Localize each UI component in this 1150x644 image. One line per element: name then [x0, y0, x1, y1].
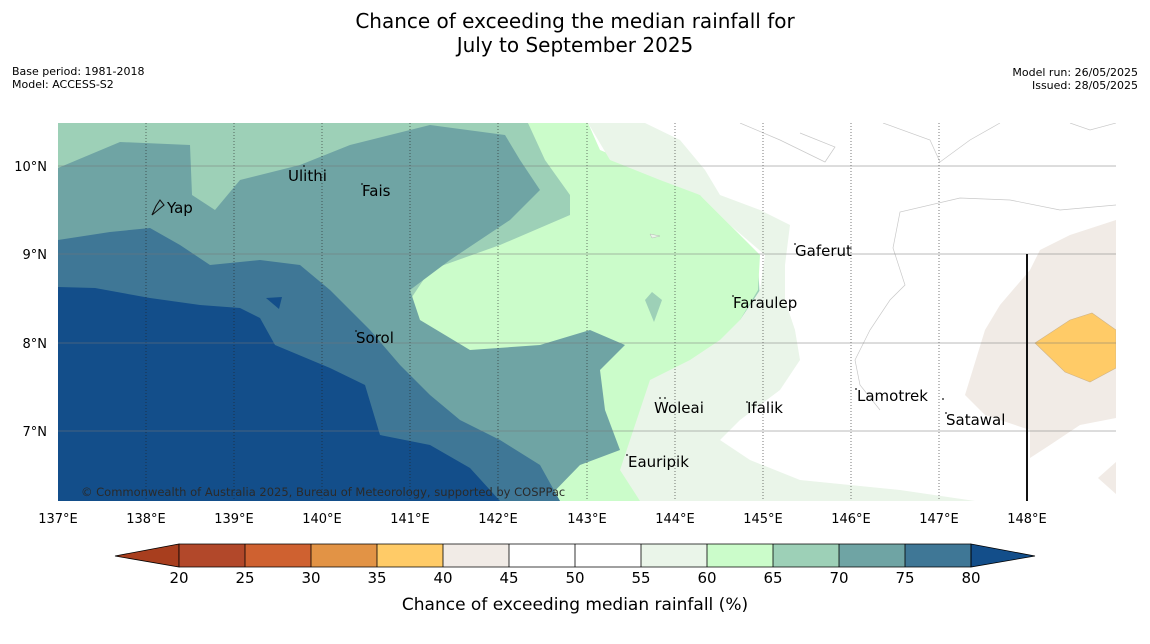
island-dots	[303, 165, 947, 456]
contour-80-plus-patch	[266, 297, 282, 309]
place-label-yap: Yap	[166, 199, 193, 217]
colorbar-tick: 50	[565, 569, 584, 587]
base-period: Base period: 1981-2018	[12, 65, 145, 78]
colorbar-segment	[509, 544, 575, 567]
place-label-fais: Fais	[362, 182, 391, 200]
colorbar-dividers	[178, 543, 972, 568]
colorbar-tick: 40	[433, 569, 452, 587]
contour-40-45	[965, 220, 1116, 458]
colorbar-tick: 45	[499, 569, 518, 587]
colorbar-segment	[179, 544, 245, 567]
contour-65-70-blob	[645, 292, 662, 322]
lon-label: 148°E	[1007, 512, 1047, 527]
place-label-faraulep: Faraulep	[733, 294, 797, 312]
colorbar-segment	[443, 544, 509, 567]
colorbar-segment	[575, 544, 641, 567]
lon-label: 141°E	[390, 512, 430, 527]
colorbar-low-arrow	[114, 543, 180, 568]
lon-label: 137°E	[38, 512, 78, 527]
yap-island	[151, 199, 165, 216]
model-name: Model: ACCESS-S2	[12, 78, 114, 91]
colorbar-ticks: 20 25 30 35 40 45 50 55 60 65 70 75 80	[169, 569, 980, 587]
colorbar-segment	[839, 544, 905, 567]
title-line-2: July to September 2025	[456, 33, 694, 57]
place-label-lamotrek: Lamotrek	[857, 387, 928, 405]
model-run: Model run: 26/05/2025	[1012, 66, 1138, 79]
copyright-notice: © Commonwealth of Australia 2025, Bureau…	[81, 485, 565, 499]
colorbar-tick: 80	[961, 569, 980, 587]
place-label-ifalik: Ifalik	[747, 399, 783, 417]
latitude-gridlines	[58, 165, 1116, 432]
colorbar-tick: 65	[763, 569, 782, 587]
place-label-eauripik: Eauripik	[628, 453, 689, 471]
colorbar-tick: 55	[631, 569, 650, 587]
lon-label: 138°E	[126, 512, 166, 527]
contour-55-60-blob	[649, 233, 661, 239]
contour-lines	[739, 123, 1116, 411]
title-line-1: Chance of exceeding the median rainfall …	[355, 9, 795, 33]
place-labels: Ulithi Fais Yap Gaferut Faraulep Sorol W…	[166, 167, 1005, 471]
lat-label: 8°N	[23, 337, 48, 352]
colorbar-segment	[311, 544, 377, 567]
colorbar-tick: 30	[301, 569, 320, 587]
colorbar-title: Chance of exceeding median rainfall (%)	[402, 595, 748, 615]
lon-label: 143°E	[567, 512, 607, 527]
lat-label: 7°N	[23, 425, 48, 440]
contour-35-40	[1034, 312, 1116, 383]
issued-date: Issued: 28/05/2025	[1031, 79, 1138, 92]
lon-label: 146°E	[831, 512, 871, 527]
longitude-labels: 137°E 138°E 139°E 140°E 141°E 142°E 143°…	[38, 512, 1047, 527]
map-area: Ulithi Fais Yap Gaferut Faraulep Sorol W…	[58, 123, 1116, 501]
colorbar-tick: 25	[235, 569, 254, 587]
colorbar-tick: 35	[367, 569, 386, 587]
colorbar-segment	[707, 544, 773, 567]
gridlines	[58, 123, 1116, 501]
lat-label: 10°N	[14, 160, 47, 175]
place-label-gaferut: Gaferut	[795, 242, 852, 260]
lon-label: 140°E	[302, 512, 342, 527]
colorbar-tick: 20	[169, 569, 188, 587]
colorbar-tick: 75	[895, 569, 914, 587]
info-left: Base period: 1981-2018 Model: ACCESS-S2	[12, 65, 144, 91]
colorbar-segment	[773, 544, 839, 567]
lon-label: 144°E	[655, 512, 695, 527]
place-label-woleai: Woleai	[654, 399, 704, 417]
info-right: Model run: 26/05/2025 Issued: 28/05/2025	[1012, 66, 1138, 92]
colorbar-segment	[377, 544, 443, 567]
colorbar: 20 25 30 35 40 45 50 55 60 65 70 75 80 C…	[114, 543, 1036, 615]
place-label-ulithi: Ulithi	[288, 167, 327, 185]
colorbar-segment	[245, 544, 311, 567]
colorbar-segment	[905, 544, 971, 567]
colorbar-high-arrow	[970, 543, 1036, 568]
contour-40-45-corner	[1098, 462, 1116, 494]
colorbar-tick: 70	[829, 569, 848, 587]
latitude-labels: 10°N 9°N 8°N 7°N	[14, 160, 47, 440]
colorbar-tick: 60	[697, 569, 716, 587]
lon-label: 147°E	[919, 512, 959, 527]
longitude-gridlines	[145, 123, 940, 501]
lon-label: 145°E	[743, 512, 783, 527]
lon-label: 142°E	[478, 512, 518, 527]
place-label-sorol: Sorol	[356, 329, 394, 347]
lon-label: 139°E	[214, 512, 254, 527]
lat-label: 9°N	[23, 248, 48, 263]
contour-55-60	[588, 123, 975, 501]
contour-80-plus	[58, 287, 500, 501]
colorbar-segment	[641, 544, 707, 567]
place-label-satawal: Satawal	[946, 411, 1005, 429]
chart-title: Chance of exceeding the median rainfall …	[0, 9, 1150, 57]
